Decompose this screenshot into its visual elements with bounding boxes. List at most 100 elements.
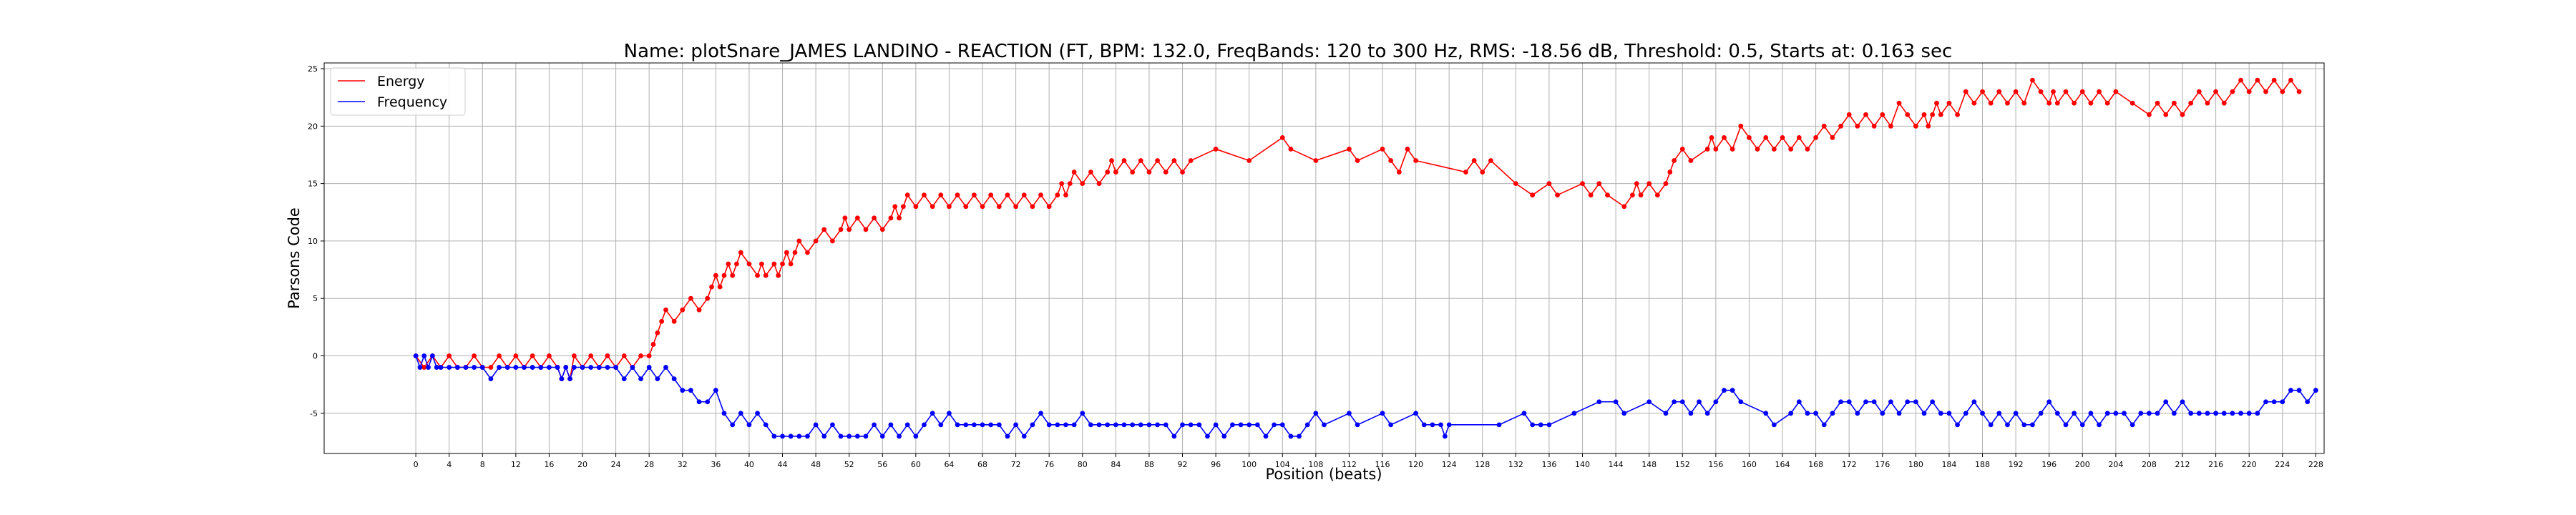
- x-tick-label: 76: [1044, 460, 1054, 469]
- data-point: [892, 204, 898, 210]
- data-point: [1213, 147, 1219, 152]
- data-point: [996, 422, 1002, 428]
- data-point: [1813, 134, 1819, 140]
- data-point: [854, 433, 860, 439]
- data-point: [1221, 433, 1227, 439]
- data-point: [1796, 399, 1802, 405]
- data-point: [1688, 411, 1694, 416]
- x-tick-label: 132: [1508, 460, 1523, 469]
- data-point: [655, 330, 660, 335]
- x-tick-label: 192: [2009, 460, 2024, 469]
- data-point: [1430, 422, 1435, 428]
- data-point: [1030, 422, 1035, 428]
- data-point: [746, 261, 752, 267]
- data-point: [547, 353, 552, 358]
- data-point: [796, 238, 802, 244]
- x-tick-label: 96: [1211, 460, 1221, 469]
- data-point: [2238, 411, 2243, 416]
- data-point: [463, 365, 469, 370]
- data-point: [638, 376, 643, 382]
- data-point: [638, 353, 643, 358]
- data-point: [1246, 158, 1252, 163]
- data-point: [1530, 192, 1536, 198]
- data-point: [1971, 399, 1977, 405]
- data-point: [571, 365, 577, 370]
- data-point: [1322, 422, 1327, 428]
- data-point: [1780, 134, 1785, 140]
- data-point: [872, 215, 877, 221]
- data-point: [1146, 422, 1152, 428]
- data-point: [2013, 89, 2019, 94]
- x-tick-label: 4: [447, 460, 452, 469]
- data-point: [955, 192, 960, 198]
- data-point: [930, 204, 935, 210]
- data-point: [434, 365, 439, 370]
- data-point: [1838, 399, 1843, 405]
- x-axis: 0 4 8 12 16 20 24 28 32 36 40 44 48 52 56 60 64 68 72 76 80 8…: [414, 453, 2323, 469]
- data-point: [780, 261, 785, 267]
- data-point: [605, 353, 610, 358]
- data-point: [530, 365, 535, 370]
- data-point: [2038, 89, 2044, 94]
- data-point: [1996, 89, 2002, 94]
- data-point: [1980, 411, 1985, 416]
- y-tick-label: 0: [313, 352, 318, 361]
- data-point: [1513, 181, 1518, 187]
- data-point: [938, 422, 944, 428]
- data-point: [879, 433, 885, 439]
- data-point: [1713, 147, 1719, 152]
- data-point: [1205, 433, 1210, 439]
- data-point: [1538, 422, 1543, 428]
- data-point: [2021, 422, 2027, 428]
- data-point: [2051, 89, 2056, 94]
- data-point: [847, 433, 852, 439]
- data-point: [717, 284, 723, 290]
- data-point: [504, 365, 510, 370]
- data-point: [1272, 422, 1277, 428]
- x-tick-label: 84: [1111, 460, 1121, 469]
- data-point: [746, 422, 752, 428]
- data-point: [1088, 170, 1093, 175]
- data-point: [1709, 134, 1714, 140]
- x-tick-label: 104: [1275, 460, 1290, 469]
- data-point: [2155, 100, 2160, 106]
- data-point: [2005, 422, 2010, 428]
- x-tick-label: 68: [977, 460, 987, 469]
- data-point: [813, 422, 819, 428]
- y-tick-label: -5: [310, 409, 318, 418]
- data-point: [1171, 433, 1177, 439]
- data-point: [847, 227, 852, 232]
- data-point: [447, 365, 452, 370]
- data-point: [1863, 399, 1868, 405]
- data-point: [563, 365, 569, 370]
- data-point: [1654, 192, 1660, 198]
- data-point: [472, 353, 477, 358]
- data-point: [1396, 170, 1402, 175]
- data-point: [1888, 123, 1893, 129]
- x-tick-label: 164: [1775, 460, 1790, 469]
- data-point: [2113, 89, 2119, 94]
- data-point: [2213, 89, 2219, 94]
- data-point: [1704, 411, 1710, 416]
- data-point: [780, 433, 785, 439]
- data-point: [788, 261, 794, 267]
- data-point: [2088, 411, 2094, 416]
- data-point: [776, 273, 781, 278]
- y-axis-title: Parsons Code: [286, 207, 303, 309]
- data-point: [1930, 112, 1936, 117]
- x-tick-label: 216: [2208, 460, 2223, 469]
- data-point: [1580, 181, 1585, 187]
- data-point: [2147, 411, 2152, 416]
- data-point: [888, 215, 894, 221]
- data-point: [1863, 112, 1868, 117]
- data-point: [1347, 147, 1352, 152]
- data-point: [971, 422, 977, 428]
- data-point: [1121, 158, 1127, 163]
- data-point: [1667, 170, 1673, 175]
- data-point: [1088, 422, 1093, 428]
- data-point: [2088, 100, 2094, 106]
- data-point: [1355, 422, 1360, 428]
- data-point: [497, 365, 502, 370]
- data-point: [2171, 100, 2177, 106]
- x-tick-label: 12: [511, 460, 521, 469]
